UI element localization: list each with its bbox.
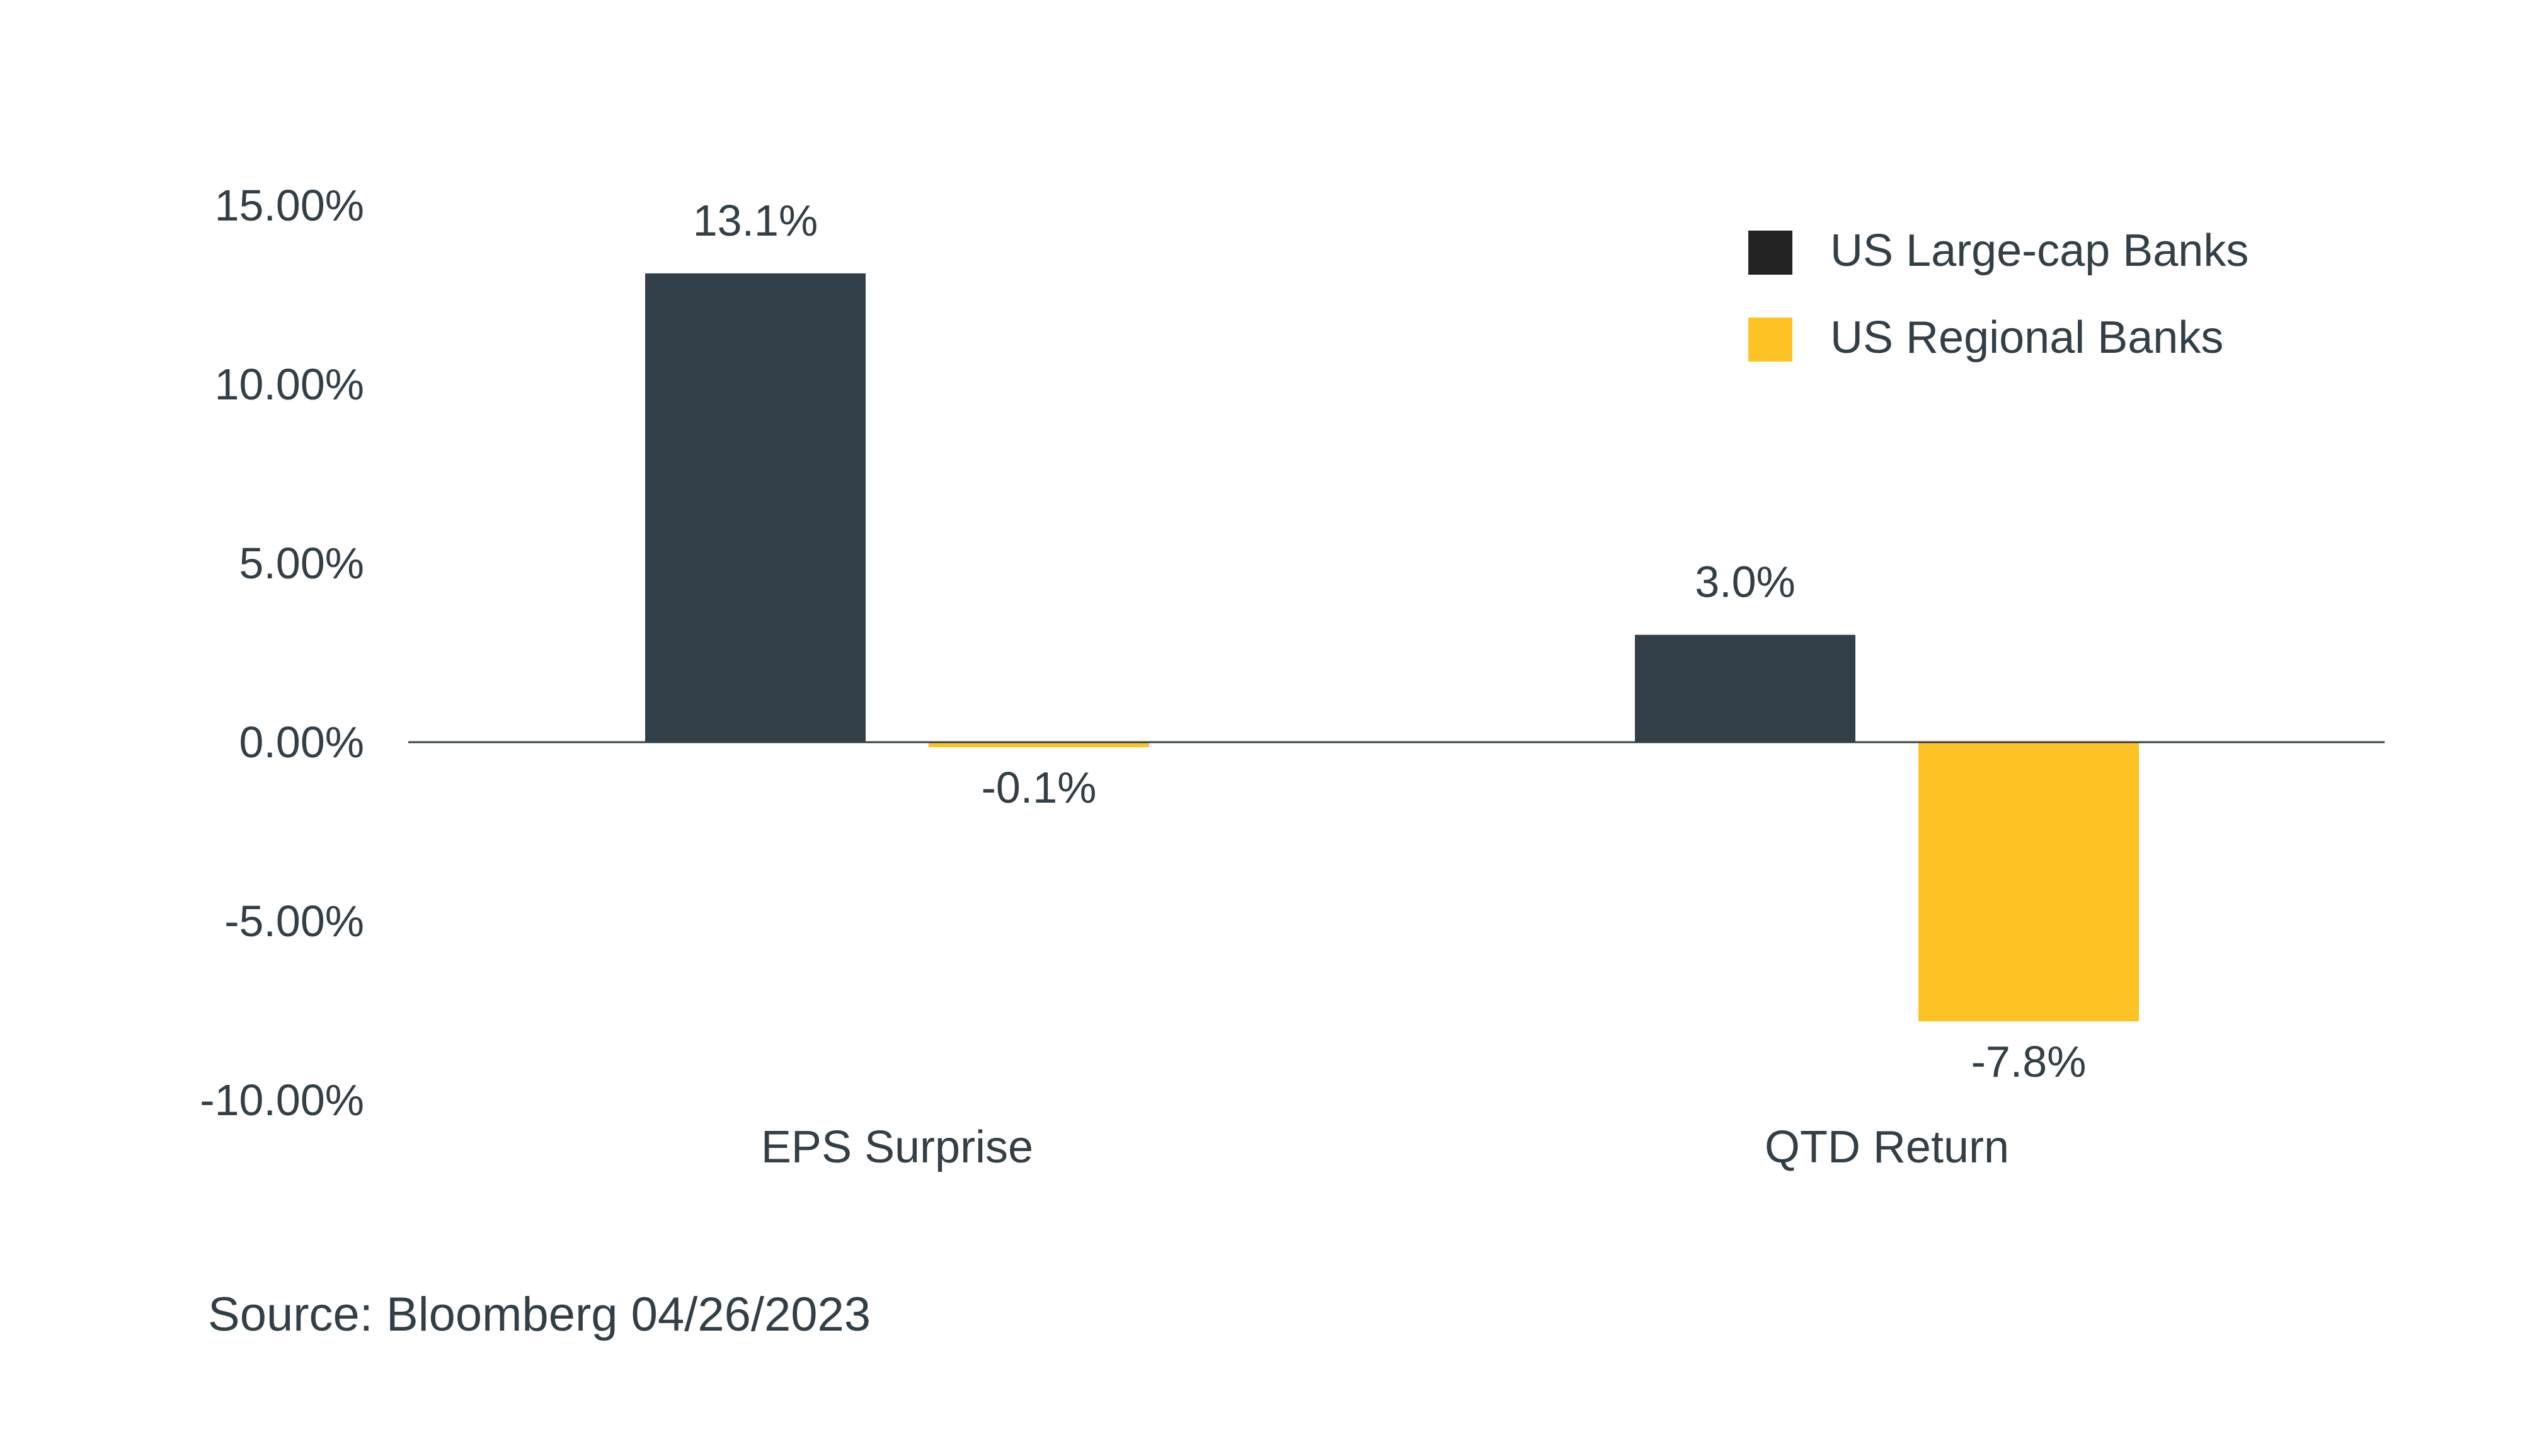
bars (645, 273, 2139, 1022)
y-tick-label: 10.00% (215, 360, 364, 409)
source-note: Source: Bloomberg 04/26/2023 (208, 1288, 871, 1341)
legend-swatch (1748, 318, 1792, 362)
data-labels: 13.1% -0.1% 3.0% -7.8% (693, 196, 2087, 1086)
y-tick-label: -5.00% (224, 897, 364, 946)
y-tick-label: 5.00% (239, 539, 364, 588)
data-label: -0.1% (982, 763, 1097, 812)
y-tick-label: -10.00% (200, 1075, 364, 1125)
y-axis-ticks: 15.00% 10.00% 5.00% 0.00% -5.00% -10.00% (200, 181, 364, 1125)
bar (929, 742, 1149, 747)
y-tick-label: 15.00% (215, 181, 364, 230)
bar (1918, 742, 2139, 1022)
data-label: 13.1% (693, 196, 818, 245)
legend-label: US Regional Banks (1830, 312, 2223, 363)
data-label: 3.0% (1695, 558, 1796, 607)
legend: US Large-cap Banks US Regional Banks (1748, 226, 2249, 363)
legend-swatch (1748, 231, 1792, 275)
bar (1635, 634, 1855, 742)
category-label: QTD Return (1765, 1122, 2009, 1172)
bar (645, 273, 866, 742)
category-labels: EPS Surprise QTD Return (761, 1122, 2009, 1172)
legend-label: US Large-cap Banks (1830, 226, 2249, 276)
data-label: -7.8% (1971, 1037, 2087, 1086)
category-label: EPS Surprise (761, 1122, 1033, 1172)
y-tick-label: 0.00% (239, 718, 364, 767)
